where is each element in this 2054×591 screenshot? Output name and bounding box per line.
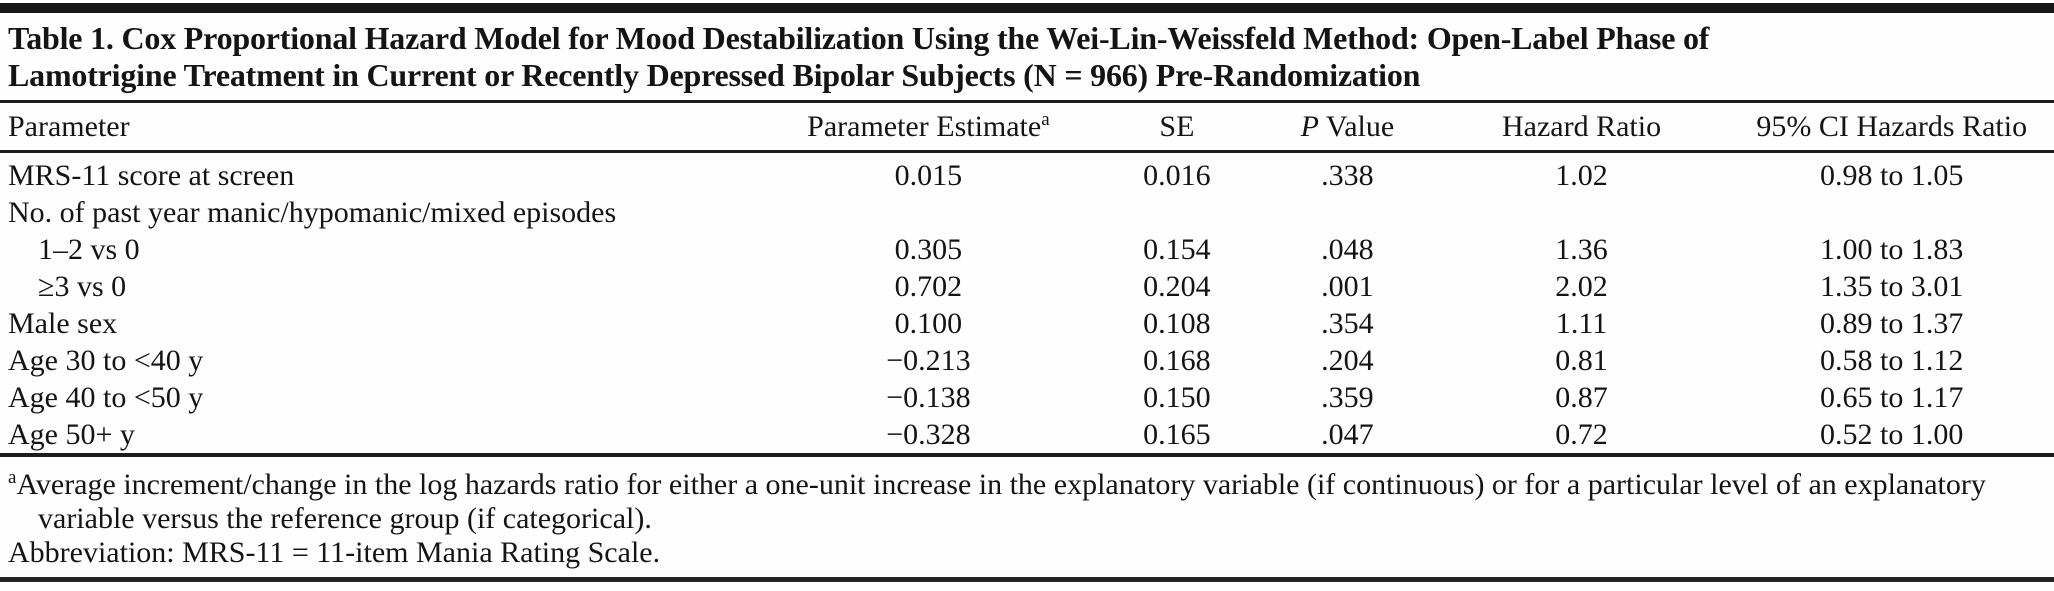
parameter-cell: 1–2 vs 0 [38,232,140,266]
p-value-cell: .354 [1321,306,1374,340]
hazard-ratio-cell: 0.87 [1555,380,1608,414]
ci-cell: 0.65 to 1.17 [1820,380,1964,414]
se-cell [1093,194,1261,231]
parameter-cell: Age 40 to <50 y [8,380,204,414]
estimate-cell: −0.328 [764,416,1093,457]
header-p-italic: P [1300,110,1319,143]
se-cell: 0.165 [1092,416,1262,457]
parameter-cell: No. of past year manic/hypomanic/mixed e… [8,195,617,229]
hazard-ratio-cell [1434,194,1730,231]
footnote-abbreviation: Abbreviation: MRS-11 = 11-item Mania Rat… [8,536,661,569]
se-cell: 0.154 [1143,232,1211,266]
se-cell: 0.150 [1143,380,1211,414]
ci-cell: 0.89 to 1.37 [1820,306,1964,340]
hazard-ratio-cell: 1.02 [1555,158,1608,192]
table-title-line-2: Lamotrigine Treatment in Current or Rece… [8,57,1421,93]
p-value-cell: .338 [1321,158,1374,192]
header-ci: 95% CI Hazards Ratio [1729,103,2054,153]
header-hazard-ratio: Hazard Ratio [1433,103,1730,153]
parameter-cell: Age 50+ y [0,416,765,457]
p-value-cell: .047 [1261,416,1434,457]
se-cell: 0.168 [1143,343,1211,377]
hazard-ratio-cell: 2.02 [1555,269,1608,303]
table-title-line-1: Table 1. Cox Proportional Hazard Model f… [8,20,1710,56]
header-p-value: P Value [1261,103,1434,153]
ci-cell: 0.52 to 1.00 [1729,416,2054,457]
hazard-ratio-cell: 1.36 [1555,232,1608,266]
ci-cell: 1.35 to 3.01 [1820,269,1964,303]
parameter-cell: Age 30 to <40 y [8,343,204,377]
table-row: Age 40 to <50 y −0.138 0.150 .359 0.87 0… [0,379,2054,416]
table-row: Age 30 to <40 y −0.213 0.168 .204 0.81 0… [0,342,2054,379]
top-rule-bar [0,3,2054,13]
se-cell: 0.016 [1143,158,1211,192]
ci-cell: 0.58 to 1.12 [1820,343,1964,377]
header-parameter-estimate: Parameter Estimatea [764,103,1093,153]
estimate-cell: −0.138 [886,380,971,414]
estimate-cell: 0.702 [894,269,963,303]
hazard-ratio-cell: 0.81 [1555,343,1608,377]
header-p-rest: Value [1325,110,1395,143]
hazard-ratio-cell: 0.72 [1433,416,1730,457]
header-row: Parameter Parameter Estimatea SE P Value… [0,103,2054,153]
estimate-cell: 0.100 [894,306,963,340]
ci-cell [1729,194,2054,231]
header-parameter-estimate-label: Parameter Estimate [807,110,1042,143]
se-cell: 0.204 [1143,269,1211,303]
footnote-a: aAverage increment/change in the log haz… [8,468,2046,536]
table-row: Male sex 0.100 0.108 .354 1.11 0.89 to 1… [0,305,2054,342]
parameter-cell: Male sex [8,306,118,340]
p-value-cell: .048 [1321,232,1374,266]
header-estimate-footnote-marker: a [1041,109,1050,130]
header-parameter: Parameter [0,103,765,153]
footnote-a-marker: a [8,467,17,488]
table-body: MRS-11 score at screen 0.015 0.016 .338 … [0,152,2054,457]
ci-cell: 1.00 to 1.83 [1820,232,1964,266]
p-value-cell: .204 [1321,343,1374,377]
estimate-cell: 0.305 [894,232,963,266]
hazard-ratio-cell: 1.11 [1555,306,1608,340]
se-cell: 0.108 [1143,306,1211,340]
table-row: ≥3 vs 0 0.702 0.204 .001 2.02 1.35 to 3.… [0,268,2054,305]
parameter-cell: MRS-11 score at screen [8,158,295,192]
header-se: SE [1092,103,1262,153]
table-row: Age 50+ y −0.328 0.165 .047 0.72 0.52 to… [0,416,2054,457]
table-header: Parameter Parameter Estimatea SE P Value… [0,103,2054,153]
estimate-cell: −0.213 [886,343,971,377]
bottom-rule-bar [0,577,2054,582]
footnotes: aAverage increment/change in the log haz… [0,457,2054,570]
p-value-cell [1261,194,1434,231]
table-row: No. of past year manic/hypomanic/mixed e… [0,194,2054,231]
p-value-cell: .001 [1321,269,1374,303]
footnote-a-text: Average increment/change in the log haza… [16,468,1986,535]
p-value-cell: .359 [1321,380,1374,414]
table-title: Table 1. Cox Proportional Hazard Model f… [0,13,2054,103]
cox-hazard-table: Parameter Parameter Estimatea SE P Value… [0,103,2054,457]
parameter-cell: ≥3 vs 0 [38,269,127,303]
table-row: 1–2 vs 0 0.305 0.154 .048 1.36 1.00 to 1… [0,231,2054,268]
table-row: MRS-11 score at screen 0.015 0.016 .338 … [0,152,2054,195]
estimate-cell [764,194,1093,231]
estimate-cell: 0.015 [894,158,963,192]
ci-cell: 0.98 to 1.05 [1820,158,1964,192]
